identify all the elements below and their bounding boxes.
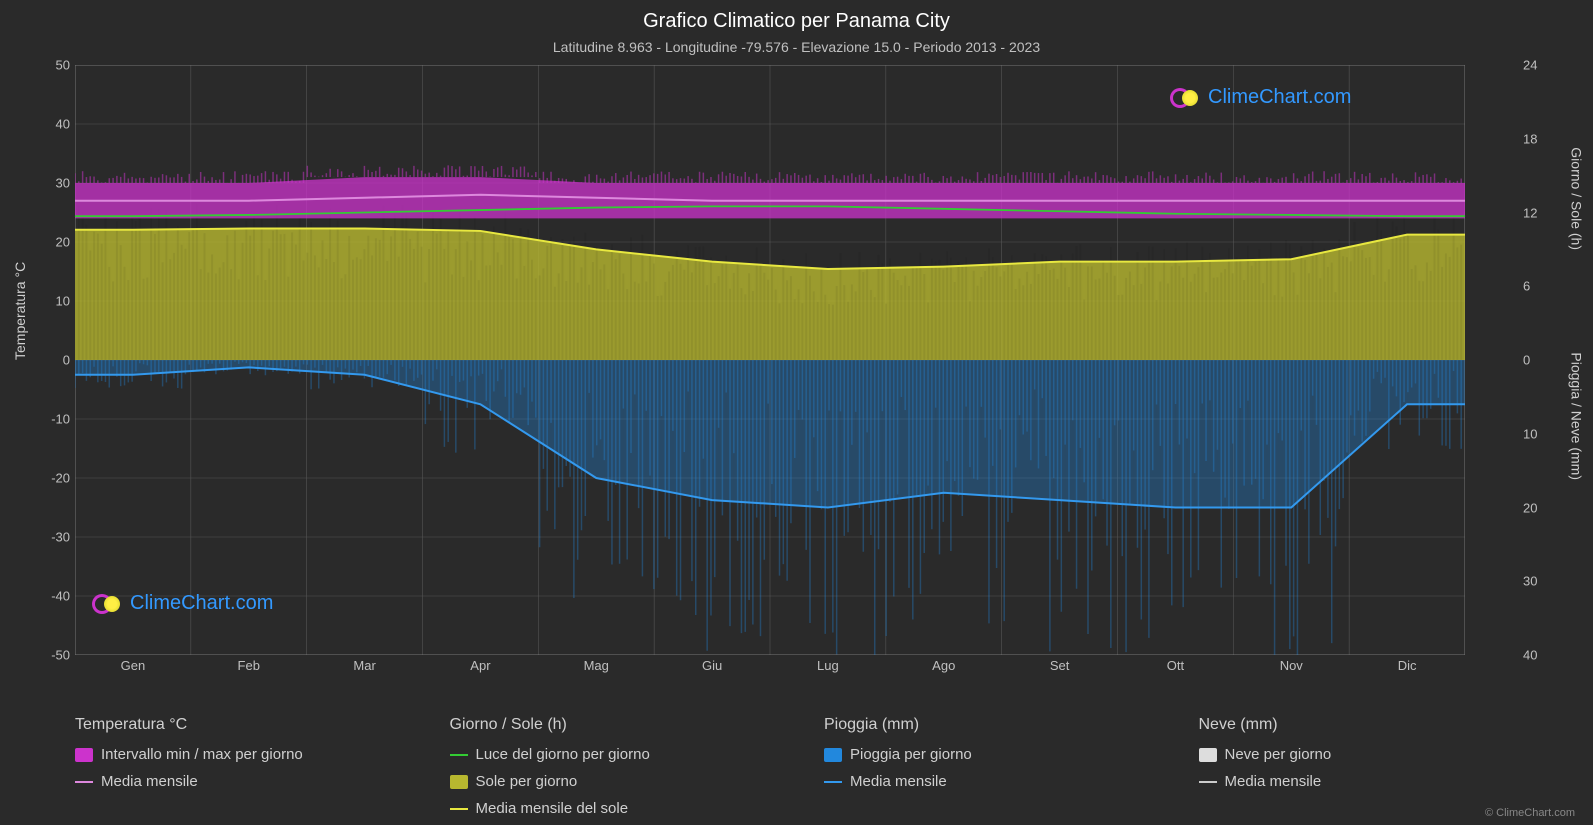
- legend-label: Media mensile del sole: [476, 800, 629, 817]
- legend-header: Temperatura °C: [75, 716, 410, 734]
- x-tick-month: Lug: [817, 658, 839, 673]
- copyright: © ClimeChart.com: [1485, 807, 1575, 819]
- legend-column: Giorno / Sole (h) Luce del giorno per gio…: [450, 716, 785, 817]
- watermark-text: ClimeChart.com: [130, 592, 273, 615]
- y-tick-right: 40: [1523, 648, 1551, 663]
- legend-item: Media mensile del sole: [450, 800, 785, 817]
- y-axis-left-label: Temperatura °C: [12, 262, 28, 360]
- y-tick-left: -40: [42, 589, 70, 604]
- y-tick-right: 12: [1523, 205, 1551, 220]
- legend-item: Sole per giorno: [450, 773, 785, 790]
- watermark-top: ClimeChart.com: [1170, 86, 1351, 109]
- y-tick-left: -30: [42, 530, 70, 545]
- legend-swatch-icon: [824, 781, 842, 783]
- plot-svg: [75, 65, 1465, 655]
- legend-header: Pioggia (mm): [824, 716, 1159, 734]
- legend-swatch-icon: [75, 781, 93, 783]
- legend-label: Sole per giorno: [476, 773, 578, 790]
- legend-header: Giorno / Sole (h): [450, 716, 785, 734]
- legend-label: Intervallo min / max per giorno: [101, 746, 303, 763]
- y-tick-right: 10: [1523, 426, 1551, 441]
- legend-label: Luce del giorno per giorno: [476, 746, 650, 763]
- legend-column: Neve (mm) Neve per giorno Media mensile: [1199, 716, 1534, 817]
- y-tick-left: -50: [42, 648, 70, 663]
- x-tick-month: Feb: [238, 658, 260, 673]
- legend-header: Neve (mm): [1199, 716, 1534, 734]
- y-tick-left: 20: [42, 235, 70, 250]
- legend-label: Pioggia per giorno: [850, 746, 972, 763]
- legend-label: Media mensile: [1225, 773, 1322, 790]
- y-tick-left: 40: [42, 117, 70, 132]
- y-tick-left: 50: [42, 58, 70, 73]
- y-tick-right: 20: [1523, 500, 1551, 515]
- legend-item: Neve per giorno: [1199, 746, 1534, 763]
- legend-item: Media mensile: [824, 773, 1159, 790]
- watermark-text: ClimeChart.com: [1208, 86, 1351, 109]
- legend-label: Neve per giorno: [1225, 746, 1332, 763]
- y-tick-right: 6: [1523, 279, 1551, 294]
- y-tick-right: 24: [1523, 58, 1551, 73]
- legend-item: Media mensile: [75, 773, 410, 790]
- y-tick-left: 10: [42, 294, 70, 309]
- climechart-logo-icon: [92, 593, 124, 615]
- legend-item: Media mensile: [1199, 773, 1534, 790]
- legend-column: Pioggia (mm) Pioggia per giorno Media mens…: [824, 716, 1159, 817]
- legend-item: Intervallo min / max per giorno: [75, 746, 410, 763]
- x-tick-month: Giu: [702, 658, 722, 673]
- y-tick-left: -10: [42, 412, 70, 427]
- y-axis-right-bottom-label: Pioggia / Neve (mm): [1569, 352, 1585, 480]
- climechart-logo-icon: [1170, 87, 1202, 109]
- x-tick-month: Mag: [584, 658, 609, 673]
- legend-swatch-icon: [450, 775, 468, 789]
- x-tick-month: Ott: [1167, 658, 1184, 673]
- legend-swatch-icon: [1199, 748, 1217, 762]
- chart-title: Grafico Climatico per Panama City: [0, 0, 1593, 33]
- legend-column: Temperatura °C Intervallo min / max per g…: [75, 716, 410, 817]
- legend-swatch-icon: [75, 748, 93, 762]
- y-tick-left: -20: [42, 471, 70, 486]
- x-tick-month: Gen: [121, 658, 146, 673]
- y-tick-right: 30: [1523, 574, 1551, 589]
- x-tick-month: Nov: [1280, 658, 1303, 673]
- x-tick-month: Ago: [932, 658, 955, 673]
- y-axis-right-top-label: Giorno / Sole (h): [1569, 147, 1585, 250]
- x-tick-month: Set: [1050, 658, 1070, 673]
- chart-subtitle: Latitudine 8.963 - Longitudine -79.576 -…: [0, 33, 1593, 55]
- legend-item: Luce del giorno per giorno: [450, 746, 785, 763]
- legend-item: Pioggia per giorno: [824, 746, 1159, 763]
- legend-label: Media mensile: [850, 773, 947, 790]
- y-tick-left: 30: [42, 176, 70, 191]
- legend-swatch-icon: [450, 754, 468, 756]
- watermark-bottom: ClimeChart.com: [92, 592, 273, 615]
- x-tick-month: Mar: [353, 658, 375, 673]
- legend-swatch-icon: [824, 748, 842, 762]
- legend-swatch-icon: [450, 808, 468, 810]
- y-tick-right: 18: [1523, 131, 1551, 146]
- y-tick-right: 0: [1523, 353, 1551, 368]
- legend: Temperatura °C Intervallo min / max per g…: [75, 716, 1533, 817]
- legend-swatch-icon: [1199, 781, 1217, 783]
- x-tick-month: Apr: [470, 658, 490, 673]
- legend-label: Media mensile: [101, 773, 198, 790]
- x-tick-month: Dic: [1398, 658, 1417, 673]
- y-tick-left: 0: [42, 353, 70, 368]
